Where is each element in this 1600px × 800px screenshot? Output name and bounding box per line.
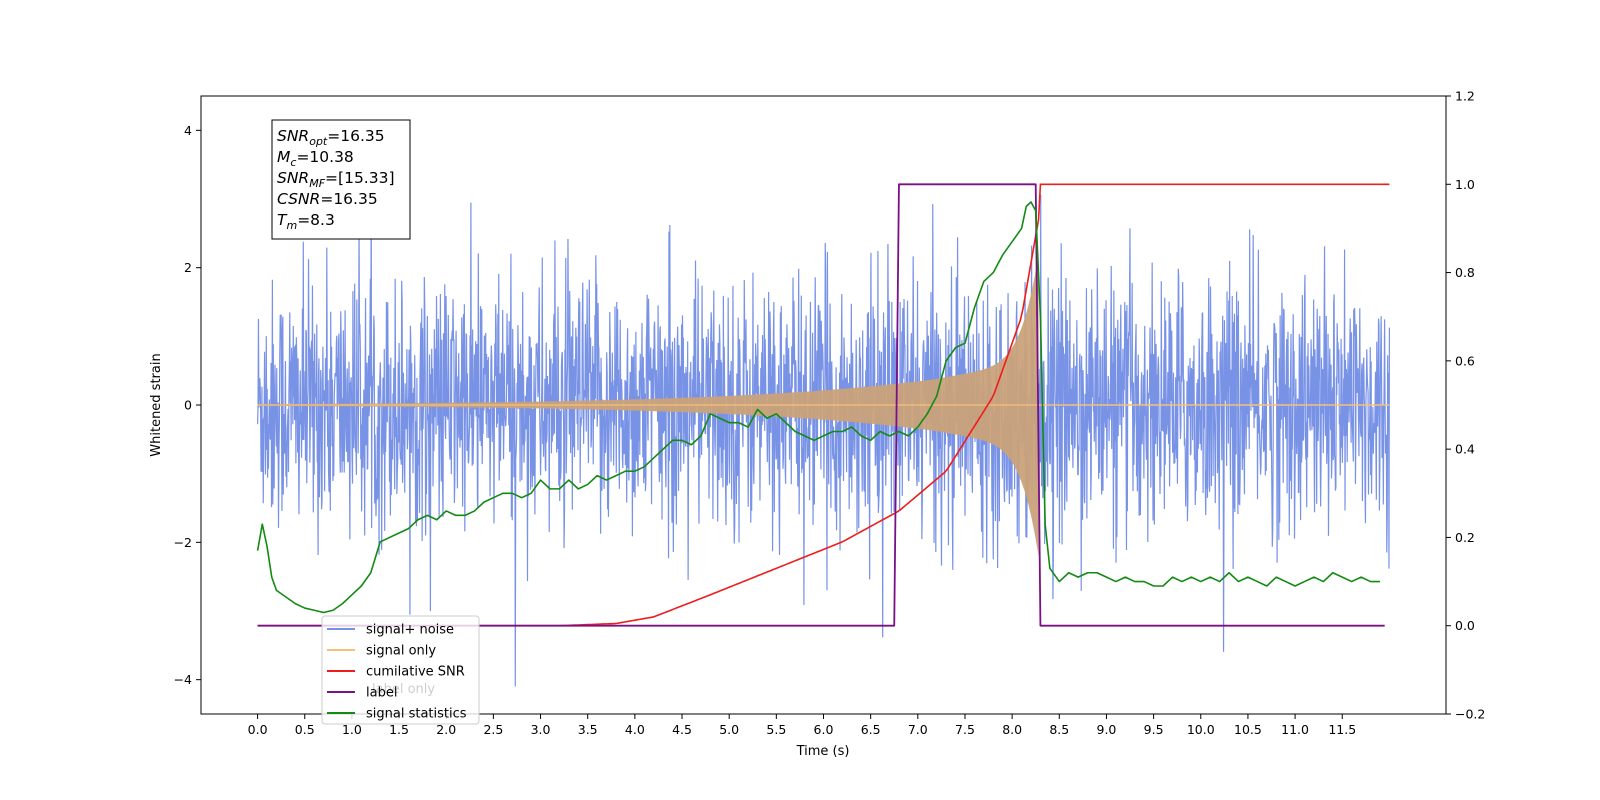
annotation-subscript: MF [309,177,325,190]
annotation-symbol: M [277,148,290,166]
y2-tick-label: 0.2 [1455,530,1475,545]
annotation-symbol: T [277,211,288,229]
y-tick-label: 0 [184,398,192,413]
x-tick-label: 10.5 [1234,722,1262,737]
x-tick-label: 1.5 [389,722,409,737]
x-tick-label: 11.0 [1281,722,1309,737]
annotation-line: Tm=8.3 [277,211,335,232]
x-tick-label: 4.5 [672,722,692,737]
legend-entry: label [366,686,397,701]
x-tick-label: 6.0 [814,722,834,737]
ticks: 0.0 0.5 1.0 1.5 2.0 2.5 3.0 3.5 4.0 4.5 5.0 5.5 6.0 6… [174,89,1486,738]
x-tick-label: 7.5 [955,722,975,737]
annotation-value: =8.3 [297,211,335,229]
x-tick-label: 4.0 [625,722,645,737]
legend-frame [321,615,480,725]
x-tick-label: 3.5 [578,722,598,737]
annotation-line: Mc=10.38 [277,148,354,169]
y2-tick-label: 0.8 [1455,265,1475,280]
x-tick-label: 11.5 [1328,722,1356,737]
annotation-subscript: m [286,219,297,232]
x-tick-label: 0.5 [295,722,315,737]
x-tick-label: 2.0 [436,722,456,737]
x-tick-label: 0.0 [248,722,268,737]
legend-entry: signal+ noise [366,623,454,638]
y2-tick-label: 0.6 [1455,353,1475,368]
annotation-symbol: CSNR [277,190,320,208]
legend-entry: cumilative SNR [366,665,465,680]
x-tick-label: 10.0 [1187,722,1215,737]
annotation-line: SNRMF=[15.33] [277,169,395,190]
legend-entry: signal statistics [366,707,467,722]
annotation-box: SNRopt=16.35Mc=10.38SNRMF=[15.33]CSNR=16… [271,119,411,240]
annotation-symbol: SNR [277,169,309,187]
annotation-symbol: SNR [277,127,309,145]
x-tick-label: 7.0 [908,722,928,737]
annotation-subscript: c [290,156,296,169]
annotation-value: =16.35 [327,127,384,145]
y2-tick-label: 0.0 [1455,618,1475,633]
y-tick-label: 2 [184,260,192,275]
y-tick-label: 4 [184,123,192,138]
x-tick-label: 8.5 [1049,722,1069,737]
annotation-value: =[15.33] [325,169,394,187]
x-tick-label: 9.5 [1144,722,1164,737]
y2-tick-label: 0.4 [1455,442,1475,457]
x-tick-label: 3.0 [531,722,551,737]
x-tick-label: 5.5 [766,722,786,737]
x-tick-label: 9.0 [1097,722,1117,737]
y2-tick-label: 1.0 [1455,177,1475,192]
series-signal-statistics [256,201,1380,614]
y2-tick-label: −0.2 [1455,707,1485,722]
series-label [257,183,1385,627]
y-tick-label: −4 [174,672,192,687]
y-axis-label: Whitened strain [149,353,164,456]
x-tick-label: 1.0 [342,722,362,737]
y-tick-label: −2 [174,535,192,550]
annotation-subscript: opt [309,135,328,148]
x-tick-label: 8.0 [1002,722,1022,737]
x-axis-label: Time (s) [796,744,850,759]
annotation-frame [271,119,411,240]
y2-tick-label: 1.2 [1455,89,1475,104]
annotation-value: =10.38 [296,148,353,166]
x-tick-label: 6.5 [861,722,881,737]
legend-entry: signal only [366,644,436,659]
annotation-line: CSNR=16.35 [277,190,378,208]
x-tick-label: 2.5 [483,722,503,737]
annotation-value: =16.35 [320,190,377,208]
x-tick-label: 5.0 [719,722,739,737]
annotation-line: SNRopt=16.35 [277,127,385,148]
